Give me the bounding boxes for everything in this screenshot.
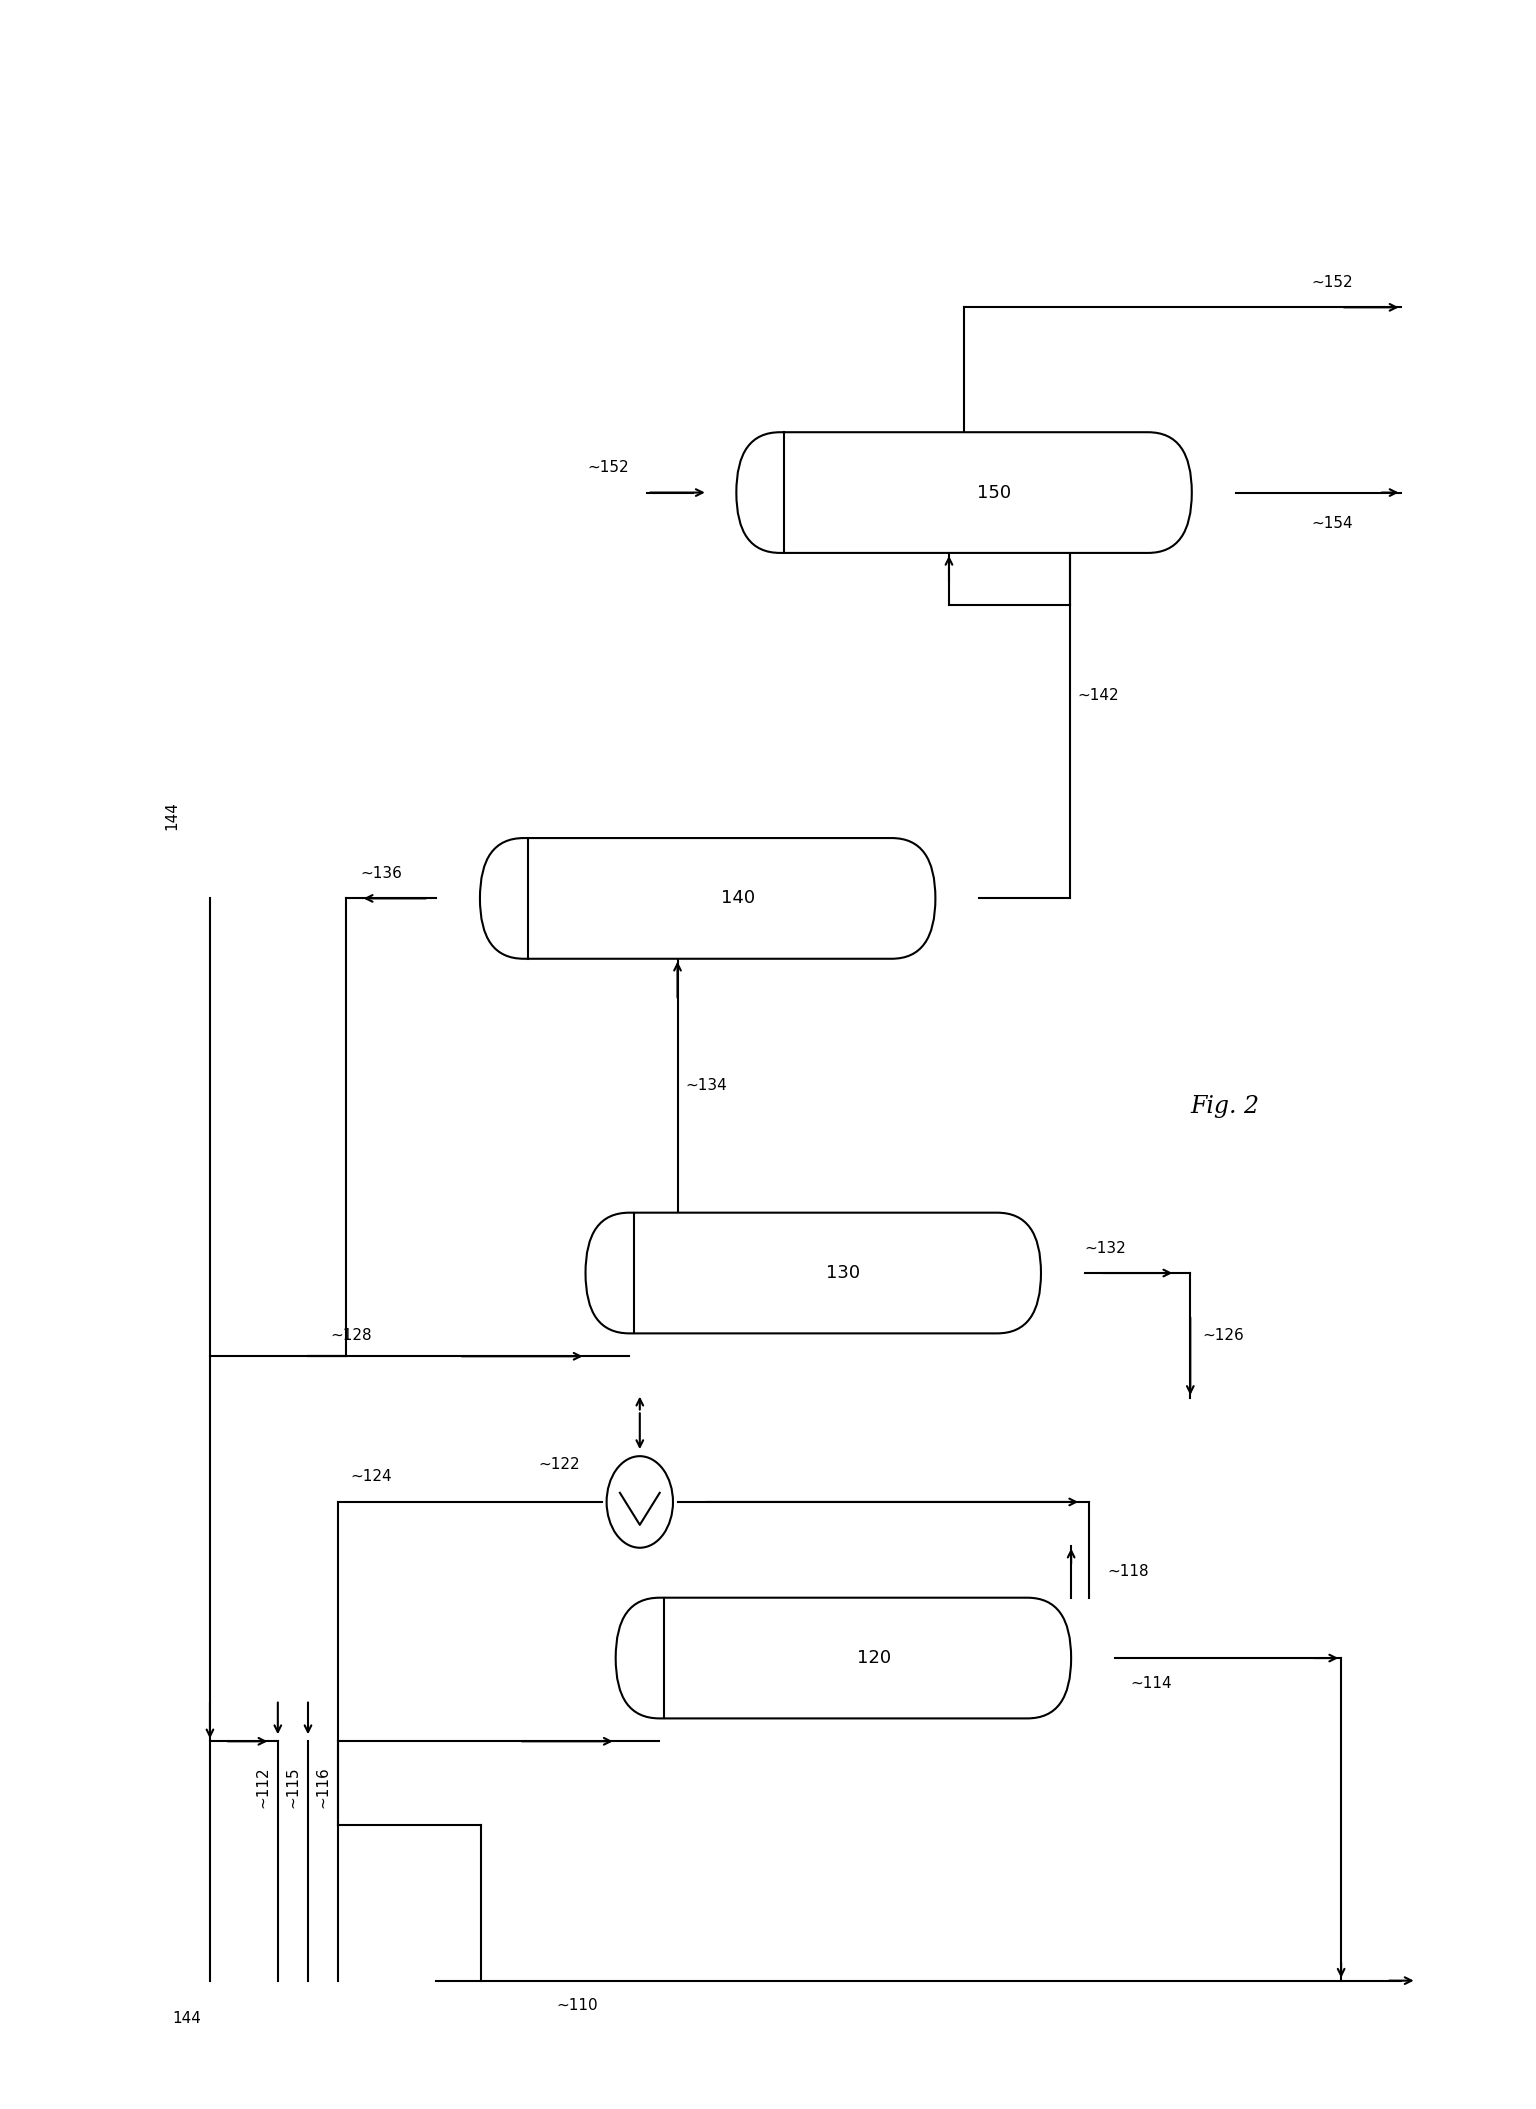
Text: ~118: ~118 [1107, 1565, 1149, 1580]
Text: ~142: ~142 [1077, 688, 1118, 702]
Text: ~134: ~134 [685, 1078, 727, 1092]
Text: 130: 130 [826, 1263, 860, 1282]
Text: ~116: ~116 [315, 1765, 330, 1807]
Text: ~128: ~128 [330, 1329, 372, 1343]
Text: 144: 144 [172, 2010, 201, 2025]
Text: 150: 150 [977, 483, 1011, 502]
Text: ~152: ~152 [587, 460, 628, 475]
Text: ~122: ~122 [539, 1457, 581, 1472]
FancyBboxPatch shape [616, 1599, 1071, 1719]
Text: ~110: ~110 [558, 1997, 599, 2014]
Text: ~114: ~114 [1130, 1675, 1172, 1691]
Text: ~112: ~112 [255, 1765, 270, 1807]
Text: ~136: ~136 [361, 867, 402, 882]
Text: ~115: ~115 [286, 1765, 301, 1807]
Text: Fig. 2: Fig. 2 [1190, 1095, 1260, 1118]
Text: 120: 120 [857, 1649, 891, 1666]
Text: ~152: ~152 [1310, 274, 1353, 289]
Text: ~132: ~132 [1084, 1240, 1126, 1255]
Text: 140: 140 [720, 890, 754, 907]
FancyBboxPatch shape [479, 837, 935, 960]
Text: 144: 144 [164, 801, 180, 829]
FancyBboxPatch shape [736, 432, 1192, 553]
Text: ~154: ~154 [1310, 517, 1353, 531]
Text: ~126: ~126 [1203, 1329, 1244, 1343]
Text: ~124: ~124 [350, 1470, 392, 1485]
FancyBboxPatch shape [585, 1213, 1041, 1333]
